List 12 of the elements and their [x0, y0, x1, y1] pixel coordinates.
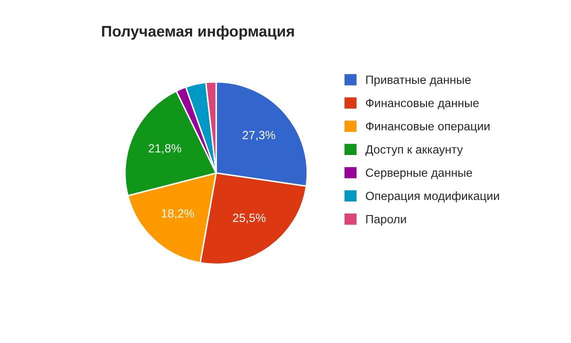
data-label: 18,2% [162, 209, 194, 220]
chart-title: Получаемая информация [102, 25, 294, 40]
legend-label: Финансовые данные [366, 98, 479, 110]
data-label: 27,3% [242, 130, 276, 141]
legend-label: Пароли [366, 215, 406, 226]
data-label: 21,8% [148, 144, 182, 154]
legend-label: Операция модификации [366, 191, 499, 202]
legend-label: Доступ к аккаунту [365, 145, 463, 156]
data-label: 25,5% [233, 214, 266, 224]
legend-label: Финансовые операции [366, 122, 490, 133]
legend-label: Приватные данные [366, 76, 471, 86]
legend-label: Серверные данные [366, 168, 472, 180]
